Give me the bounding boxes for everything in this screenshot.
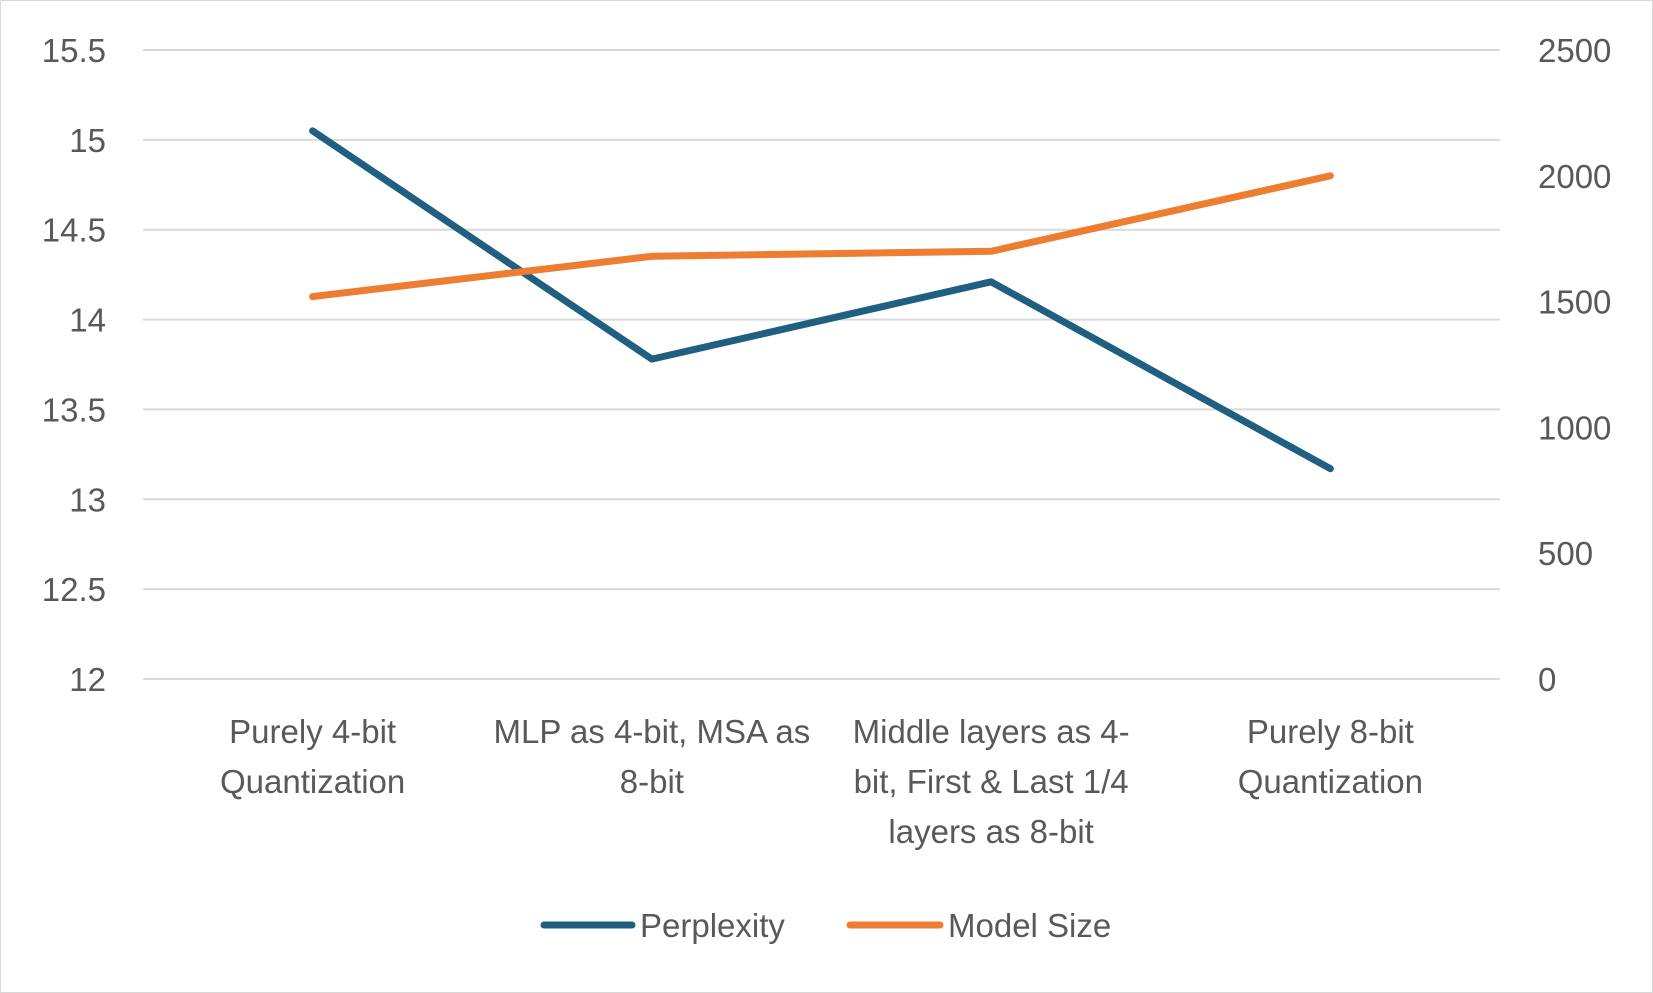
legend-label: Perplexity xyxy=(640,907,785,944)
right-y-axis: 0 500 1000 1500 2000 2500 xyxy=(1538,32,1611,698)
left-y-tick-label: 13.5 xyxy=(42,391,106,428)
x-axis: Purely 4-bit Quantization MLP as 4-bit, MS… xyxy=(220,713,1423,850)
x-tick-label-line: MLP as 4-bit, MSA as xyxy=(494,713,811,750)
left-y-axis: 12 12.5 13 13.5 14 14.5 15 15.5 xyxy=(42,32,106,698)
series-line-perplexity xyxy=(309,127,1334,473)
left-y-tick-label: 14.5 xyxy=(42,212,106,249)
series-lines xyxy=(309,127,1334,473)
right-y-tick-label: 0 xyxy=(1538,661,1556,698)
right-y-tick-label: 1500 xyxy=(1538,284,1611,321)
right-y-tick-label: 2500 xyxy=(1538,32,1611,69)
x-tick-label-line: Quantization xyxy=(220,763,405,800)
x-tick-label: Purely 4-bit Quantization xyxy=(220,713,405,800)
legend: Perplexity Model Size xyxy=(540,907,1111,944)
left-y-tick-label: 15 xyxy=(69,122,106,159)
left-y-tick-label: 13 xyxy=(69,481,106,518)
legend-label: Model Size xyxy=(948,907,1111,944)
x-tick-label: MLP as 4-bit, MSA as 8-bit xyxy=(494,713,811,800)
x-tick-label-line: 8-bit xyxy=(620,763,684,800)
right-y-tick-label: 500 xyxy=(1538,535,1593,572)
x-tick-label-line: Purely 4-bit xyxy=(229,713,396,750)
x-tick-label: Middle layers as 4- bit, First & Last 1/4… xyxy=(853,713,1130,850)
left-y-tick-label: 12 xyxy=(69,661,106,698)
series-line-model-size xyxy=(309,172,1334,301)
x-tick-label-line: bit, First & Last 1/4 xyxy=(854,763,1129,800)
right-y-tick-label: 1000 xyxy=(1538,409,1611,446)
gridlines xyxy=(143,49,1500,680)
left-y-tick-label: 12.5 xyxy=(42,571,106,608)
x-tick-label: Purely 8-bit Quantization xyxy=(1238,713,1423,800)
left-y-tick-label: 14 xyxy=(69,302,106,339)
right-y-tick-label: 2000 xyxy=(1538,158,1611,195)
x-tick-label-line: layers as 8-bit xyxy=(888,813,1093,850)
x-tick-label-line: Middle layers as 4- xyxy=(853,713,1130,750)
x-tick-label-line: Quantization xyxy=(1238,763,1423,800)
left-y-tick-label: 15.5 xyxy=(42,32,106,69)
x-tick-label-line: Purely 8-bit xyxy=(1247,713,1414,750)
